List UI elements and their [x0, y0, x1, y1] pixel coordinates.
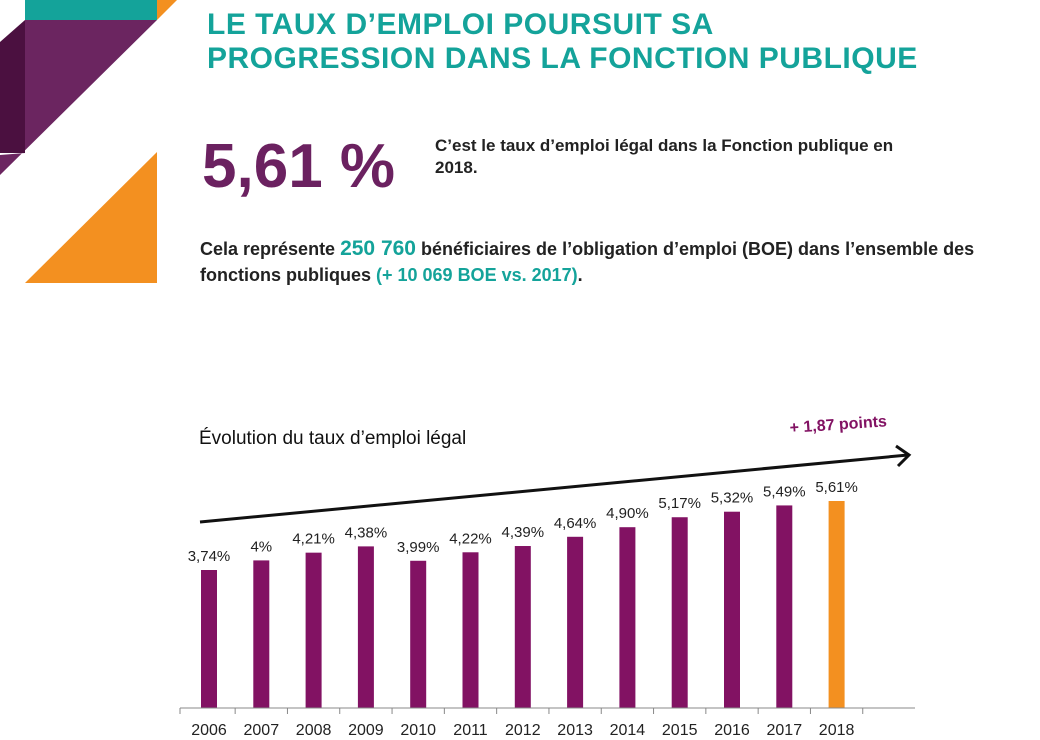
bar-2007	[253, 560, 270, 708]
bar-2006	[201, 570, 217, 708]
summary-prefix: Cela représente	[200, 239, 341, 259]
x-tick-label-2008: 2008	[296, 722, 332, 739]
kpi-value: 5,61 %	[202, 132, 396, 201]
x-tick-label-2006: 2006	[191, 722, 227, 739]
x-tick-label-2017: 2017	[767, 722, 803, 739]
data-label-2011: 4,22%	[449, 530, 492, 547]
teal-band-shape	[25, 0, 157, 20]
data-label-2016: 5,32%	[711, 490, 754, 507]
data-label-2017: 5,49%	[763, 483, 806, 500]
summary-suffix: .	[577, 265, 583, 285]
x-tick-label-2018: 2018	[819, 722, 855, 739]
trend-arrow	[199, 444, 912, 524]
bar-2011	[462, 552, 479, 708]
chart-annotation: + 1,87 points	[789, 413, 887, 437]
data-label-2012: 4,39%	[502, 524, 545, 541]
x-tick-label-2016: 2016	[714, 722, 750, 739]
data-label-2006: 3,74%	[188, 548, 231, 565]
x-tick-label-2011: 2011	[453, 722, 488, 739]
page-title: LE TAUX D’EMPLOI POURSUIT SA PROGRESSION…	[207, 8, 918, 76]
title-line-2: PROGRESSION DANS LA FONCTION PUBLIQUE	[207, 42, 918, 75]
title-line-1: LE TAUX D’EMPLOI POURSUIT SA	[207, 8, 714, 41]
bar-2016	[724, 511, 740, 708]
data-label-2013: 4,64%	[554, 515, 597, 532]
boe-count: 250 760	[340, 237, 416, 260]
data-label-2009: 4,38%	[345, 524, 388, 541]
x-tick-label-2009: 2009	[348, 722, 384, 739]
data-label-2015: 5,17%	[658, 495, 701, 512]
data-label-2008: 4,21%	[292, 531, 335, 548]
data-label-2018: 5,61%	[815, 479, 858, 496]
bar-2014	[619, 527, 636, 708]
boe-delta: (+ 10 069 BOE vs. 2017)	[376, 265, 578, 285]
bar-2012	[514, 546, 531, 708]
summary-text: Cela représente 250 760 bénéficiaires de…	[200, 236, 980, 288]
x-tick-label-2013: 2013	[557, 722, 593, 739]
x-tick-label-2007: 2007	[244, 722, 280, 739]
orange-corner-shape	[157, 0, 177, 20]
orange-triangle-shape	[25, 152, 157, 283]
bar-2018	[828, 501, 845, 708]
bar-2013	[567, 536, 584, 708]
data-label-2007: 4%	[250, 538, 272, 555]
x-tick-label-2015: 2015	[662, 722, 698, 739]
bar-2009	[357, 546, 374, 708]
data-label-2014: 4,90%	[606, 505, 649, 522]
bar-2015	[671, 517, 688, 708]
bar-2008	[305, 552, 322, 708]
summary-middle: bénéficiaires de l’obligation d’emploi (…	[200, 239, 975, 285]
kpi-description: C’est le taux d’emploi légal dans la Fon…	[435, 136, 894, 177]
data-label-2010: 3,99%	[397, 539, 440, 556]
dark-purple-strip-shape	[0, 20, 25, 153]
bar-2010	[410, 560, 427, 708]
chart-title: Évolution du taux d’emploi légal	[199, 428, 466, 449]
x-tick-label-2010: 2010	[400, 722, 436, 739]
bar-2017	[776, 505, 793, 708]
purple-parallelogram-shape	[0, 20, 157, 175]
decorative-shapes	[0, 0, 177, 283]
x-tick-label-2012: 2012	[505, 722, 541, 739]
x-tick-label-2014: 2014	[610, 722, 646, 739]
